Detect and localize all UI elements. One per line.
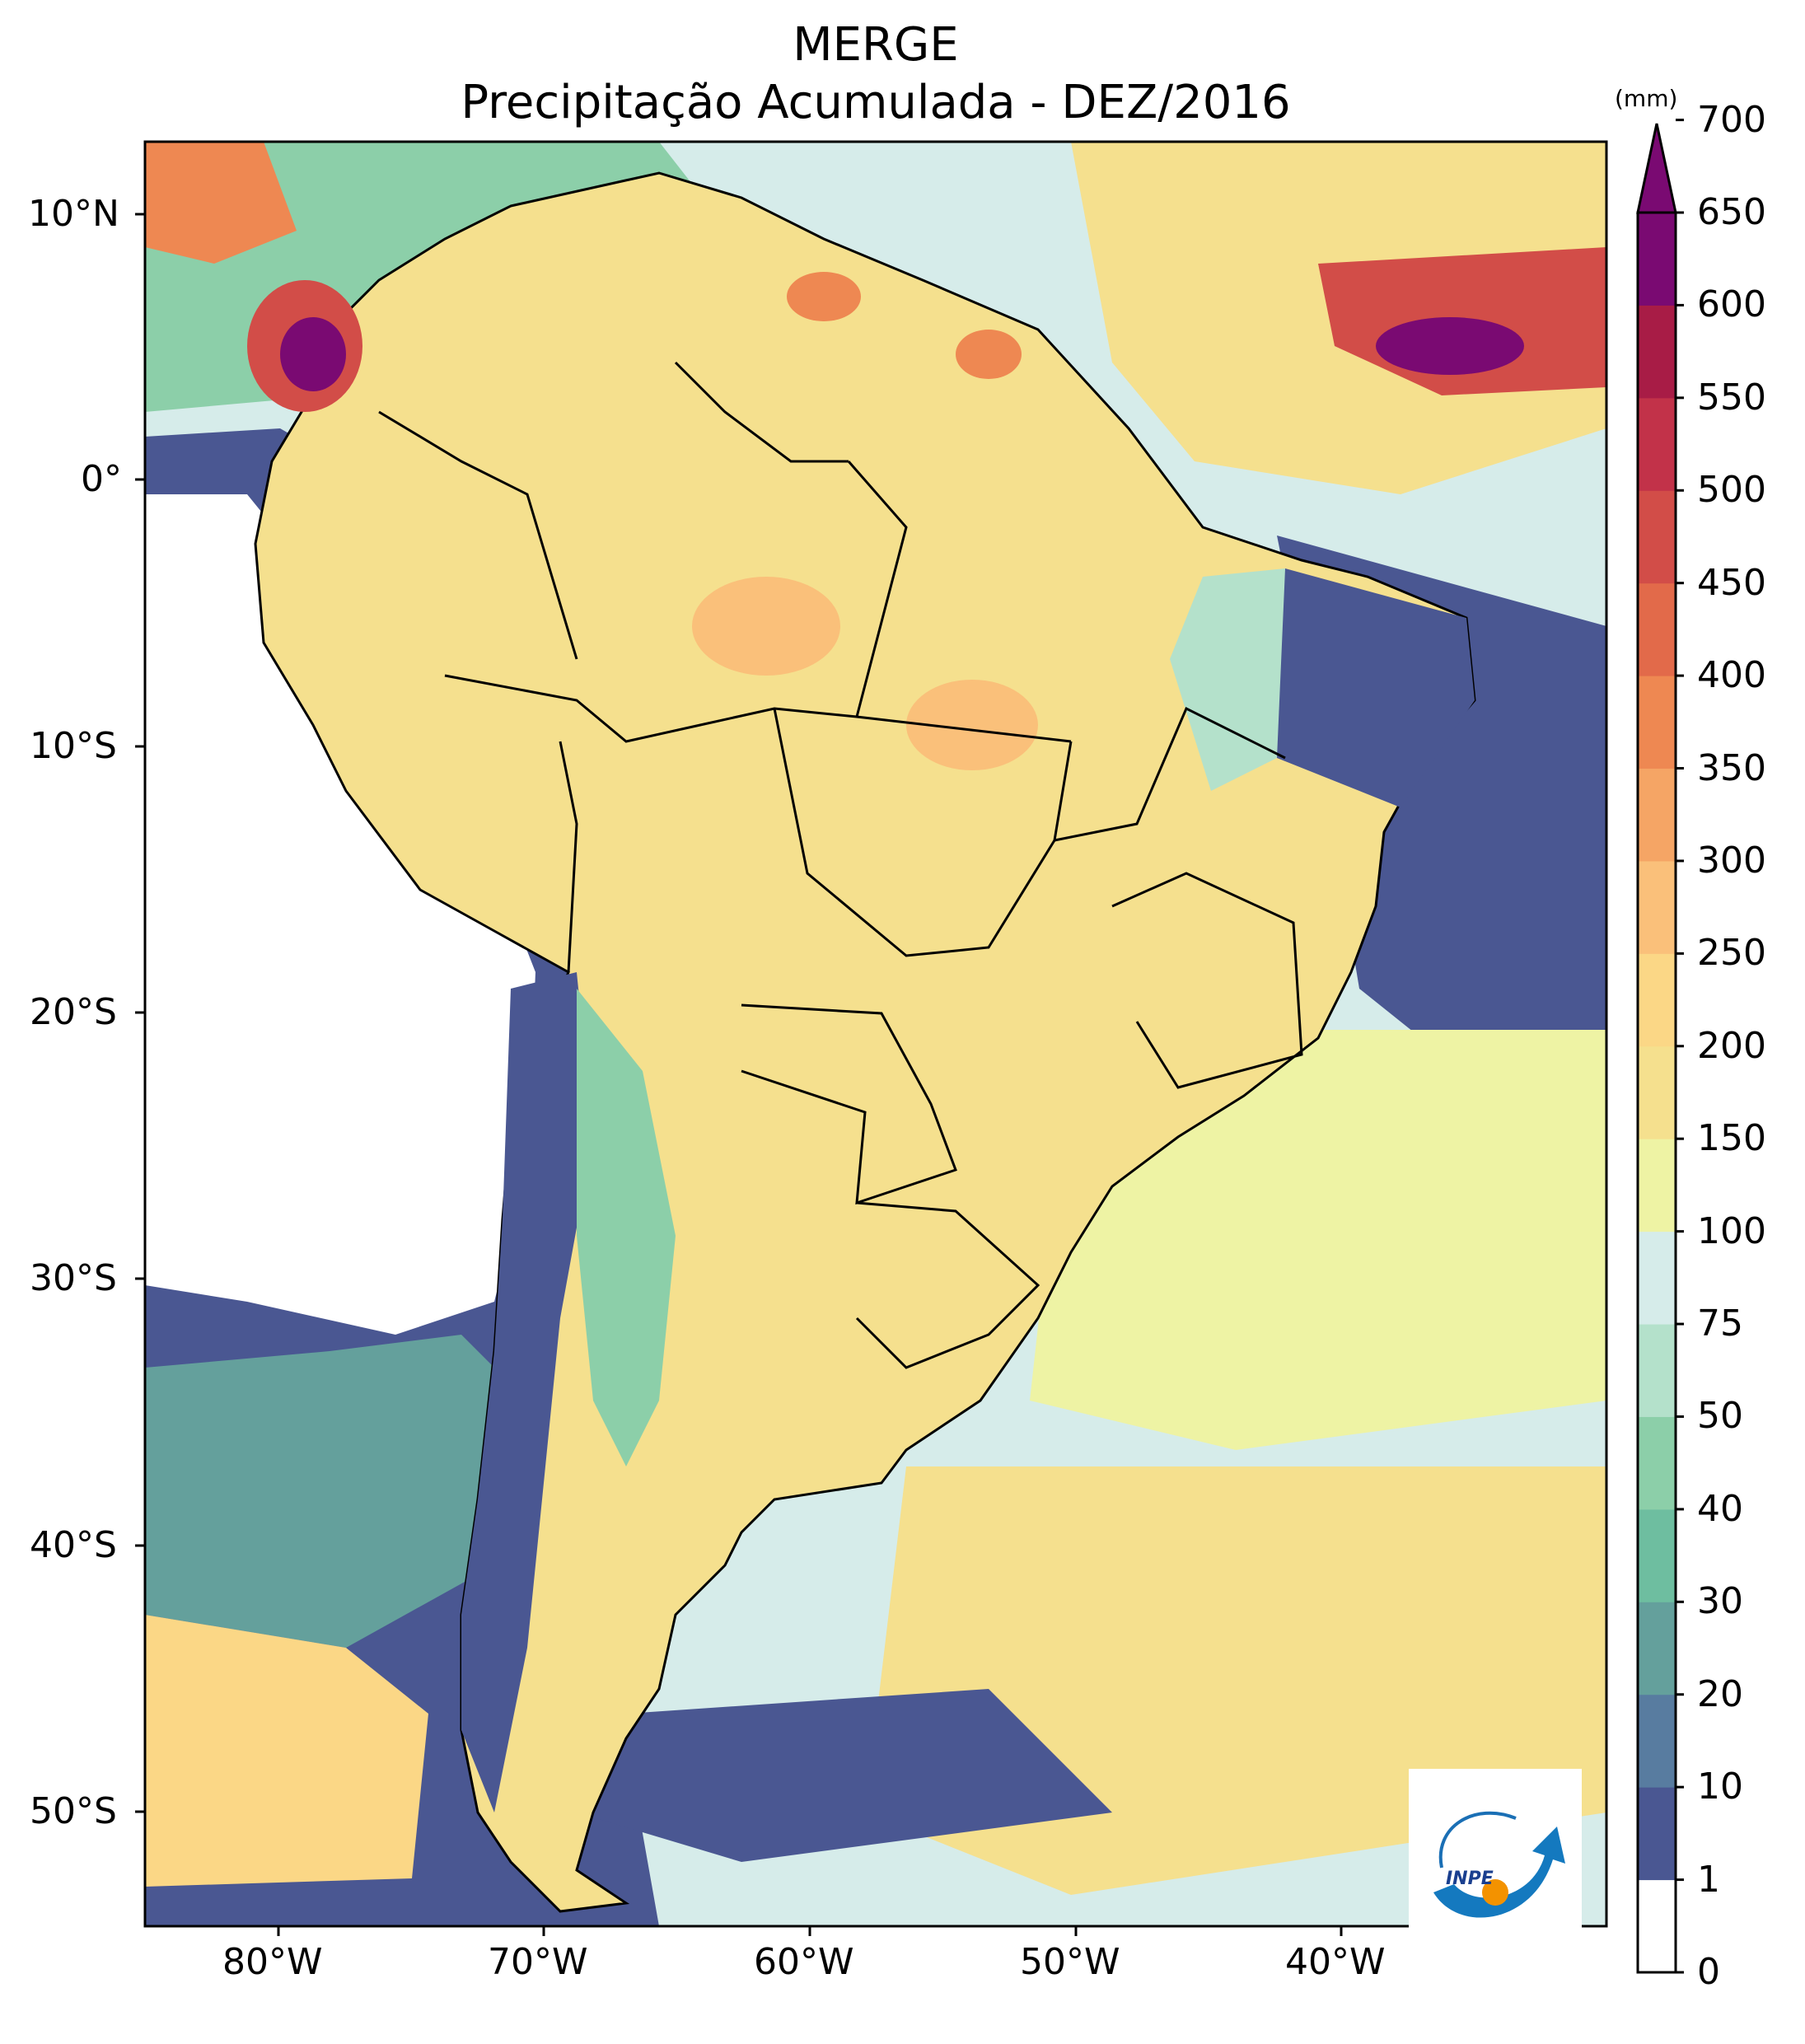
map-title: MERGE: [793, 18, 959, 72]
colorbar-segment: [1638, 1139, 1676, 1232]
colorbar-level-label: 550: [1697, 376, 1766, 419]
colorbar-segment: [1638, 305, 1676, 399]
colorbar-level-label: 250: [1697, 932, 1766, 975]
colorbar-unit-label: (mm): [1615, 85, 1678, 112]
lat-tick-label: 40°S: [30, 1524, 117, 1566]
colorbar-level-label: 400: [1697, 654, 1766, 697]
guyana-wet-spot: [787, 272, 861, 321]
map-subtitle: Precipitação Acumulada - DEZ/2016: [461, 76, 1291, 129]
inpe-logo-graphic: INPE: [1433, 1811, 1565, 1918]
pacific-no-rain-zone: [145, 494, 535, 1335]
colorbar-level-label: 1: [1697, 1858, 1720, 1901]
lat-tick-label: 30°S: [30, 1257, 117, 1299]
colorbar-segment: [1638, 953, 1676, 1047]
colorbar-level-label: 500: [1697, 469, 1766, 512]
andes-dry-strip: [461, 972, 593, 1812]
colorbar-segment: [1638, 1324, 1676, 1417]
lat-tick-label: 10°N: [28, 193, 119, 235]
patagonia-shelf-dry: [577, 1689, 1112, 1862]
colorbar-level-label: 0: [1697, 1951, 1720, 1993]
colorbar-level-label: 10: [1697, 1766, 1743, 1808]
colorbar-level-label: 200: [1697, 1024, 1766, 1067]
colorbar-frame: [1636, 211, 1677, 1974]
colorbar-segment: [1638, 676, 1676, 769]
amazon-wet-spot-2: [906, 680, 1038, 770]
map-frame: [143, 140, 1608, 1928]
colorbar-segment: [1638, 1045, 1676, 1139]
lat-tick-label: 50°S: [30, 1790, 117, 1832]
colorbar-level-label: 650: [1697, 191, 1766, 233]
lon-tick-label: 50°W: [1020, 1941, 1120, 1983]
amazon-wet-spot-1: [692, 577, 840, 676]
colorbar-level-label: 20: [1697, 1672, 1743, 1715]
colorbar-segment: [1638, 397, 1676, 491]
colorbar-level-label: 150: [1697, 1117, 1766, 1160]
colorbar-segment: [1638, 1416, 1676, 1510]
colorbar-level-label: 350: [1697, 746, 1766, 789]
atlantic-itcz-max: [1376, 317, 1524, 375]
colorbar-segment: [1638, 1508, 1676, 1602]
colorbar-level-label: 50: [1697, 1395, 1743, 1438]
colorbar-segment: [1638, 213, 1676, 306]
amapa-wet-spot: [956, 330, 1022, 379]
map-field: [145, 142, 1606, 1926]
axis-ticks: [135, 213, 1343, 1936]
colorbar-segment: [1638, 490, 1676, 584]
colorbar-segment: [1638, 1879, 1676, 1973]
lon-tick-label: 60°W: [754, 1941, 854, 1983]
inpe-logo: INPE: [1409, 1769, 1582, 1942]
lon-tick-label: 40°W: [1285, 1941, 1386, 1983]
lon-tick-label: 80°W: [222, 1941, 323, 1983]
colorbar-level-label: 40: [1697, 1487, 1743, 1530]
lat-tick-label: 0°: [81, 458, 122, 500]
lon-tick-label: 70°W: [488, 1941, 588, 1983]
colorbar-segment: [1638, 1231, 1676, 1325]
colorbar-segment: [1638, 768, 1676, 862]
lat-tick-label: 20°S: [30, 991, 117, 1033]
pacific-moderate-zone: [145, 1335, 527, 1648]
northeast-brazil-dry: [1252, 568, 1475, 807]
colorbar-level-label: 450: [1697, 561, 1766, 604]
northeast-brazil-transition: [1170, 568, 1285, 791]
inpe-logo-text: INPE: [1446, 1869, 1494, 1889]
colorbar-level-label: 600: [1697, 283, 1766, 326]
colorbar-level-label: 30: [1697, 1580, 1743, 1623]
caribbean-wet-spot: [145, 142, 297, 264]
colorbar-segment: [1638, 1602, 1676, 1696]
colorbar-level-label: 700: [1697, 98, 1766, 141]
pacific-south-wet-band: [145, 1615, 428, 1887]
country-borders: [378, 361, 1303, 1369]
andes-east-slope: [577, 989, 676, 1466]
lat-tick-label: 10°S: [30, 725, 117, 767]
colombia-pacific-max: [280, 317, 346, 391]
colorbar-segment: [1638, 860, 1676, 954]
colorbar-segment: [1638, 1787, 1676, 1881]
colorbar-level-label: 300: [1697, 839, 1766, 882]
colorbar: [1638, 119, 1684, 1974]
colorbar-extend-arrow: [1636, 123, 1677, 214]
colorbar-level-label: 100: [1697, 1209, 1766, 1252]
colorbar-segment: [1638, 1694, 1676, 1788]
colorbar-level-label: 75: [1697, 1303, 1743, 1345]
colorbar-segment: [1638, 582, 1676, 676]
